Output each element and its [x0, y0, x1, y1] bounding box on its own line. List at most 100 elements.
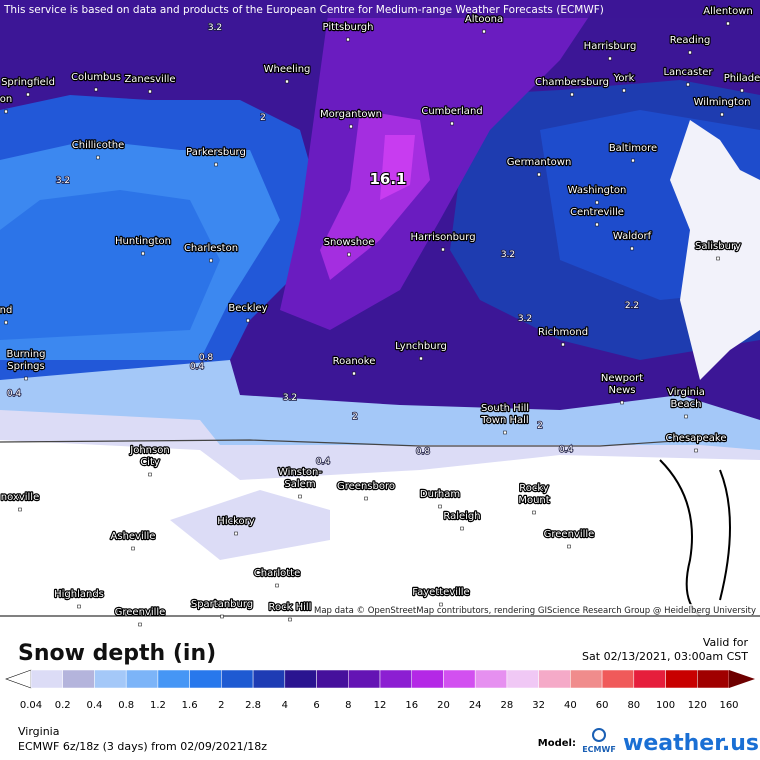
city-marker [275, 583, 279, 588]
city-label: noxville [1, 492, 39, 503]
city-marker [346, 37, 350, 42]
city-marker [4, 109, 8, 114]
city-marker [503, 430, 507, 435]
coastline [659, 459, 731, 617]
city-label: Allentown [703, 6, 752, 17]
city-marker [620, 400, 624, 405]
city-marker [298, 494, 302, 499]
run: ECMWF 6z/18z (3 days) from 02/09/2021/18… [18, 740, 267, 753]
legend-title: Snow depth (in) [18, 641, 216, 666]
city-label: Charleston [184, 243, 238, 254]
city-marker [686, 82, 690, 87]
color-box [538, 669, 571, 689]
color-box [379, 669, 412, 689]
contour-label: 3.2 [283, 393, 297, 403]
valid-time: Sat 02/13/2021, 03:00am CST [582, 650, 748, 663]
city-label: Chillicothe [72, 140, 124, 151]
city-marker [561, 342, 565, 347]
city-marker [285, 79, 289, 84]
city-label: Virginia [667, 387, 705, 398]
contour-label: 2 [260, 113, 266, 123]
city-label: Harrisonburg [410, 232, 475, 243]
map: This service is based on data and produc… [0, 0, 760, 617]
color-box [157, 669, 190, 689]
contour-label: 0.4 [190, 362, 205, 372]
city-label: Durham [420, 489, 460, 500]
city-marker [419, 356, 423, 361]
city-marker [347, 252, 351, 257]
city-label: Town Hall [480, 415, 528, 426]
city-label: Hickory [217, 516, 254, 527]
city-label: Pittsburgh [323, 22, 374, 33]
city-marker [234, 531, 238, 536]
legend-tick-label: 28 [501, 700, 514, 711]
city-marker [716, 256, 720, 261]
city-marker [94, 87, 98, 92]
city-label: Mount [518, 495, 549, 506]
legend-tick-label: 1.6 [182, 700, 198, 711]
city-marker [567, 544, 571, 549]
legend-tick-label: 0.4 [87, 700, 103, 711]
city-marker [148, 472, 152, 477]
contour-label: 3.2 [518, 314, 532, 324]
contour-label: 3.2 [56, 176, 70, 186]
attribution: Map data © OpenStreetMap contributors, r… [314, 606, 756, 616]
city-marker [726, 21, 730, 26]
city-label: News [608, 385, 635, 396]
city-label: Beckley [228, 303, 267, 314]
max-label: 16.1 [369, 170, 406, 188]
city-label: Harrisburg [584, 41, 637, 52]
contour-label: 0.8 [199, 353, 214, 363]
city-label: Altoona [465, 14, 503, 25]
city-marker [595, 222, 599, 227]
city-label: Spartanburg [191, 599, 253, 610]
city-marker [441, 247, 445, 252]
city-label: Raleigh [443, 511, 480, 522]
city-label: Richmond [538, 327, 588, 338]
city-label: Newport [601, 373, 643, 384]
region-blue-west2 [0, 190, 220, 340]
city-marker [595, 200, 599, 205]
city-label: Johnson [129, 445, 169, 456]
color-box [62, 669, 95, 689]
city-marker [740, 88, 744, 93]
city-marker [220, 614, 224, 619]
city-marker [439, 602, 443, 607]
color-box [474, 669, 508, 689]
city-marker [96, 155, 100, 160]
color-box [252, 669, 286, 689]
city-label: Roanoke [333, 356, 376, 367]
city-label: Zanesville [124, 74, 175, 85]
city-label: Lynchburg [395, 341, 447, 352]
legend-tick-label: 0.04 [20, 700, 42, 711]
contour-label: 2 [537, 421, 543, 431]
city-label: Chambersburg [535, 77, 609, 88]
city-marker [631, 158, 635, 163]
city-marker [532, 510, 536, 515]
color-box [94, 669, 127, 689]
city-label: Columbus [71, 72, 121, 83]
city-label: Philade [724, 73, 760, 84]
valid-label: Valid for [703, 636, 749, 649]
city-label: Morgantown [320, 109, 382, 120]
color-box [316, 669, 349, 689]
city-label: Cumberland [421, 106, 482, 117]
contour-label: 0.8 [416, 447, 431, 457]
model-label: Model: [538, 738, 576, 749]
legend-tick-label: 16 [405, 700, 418, 711]
city-marker [537, 172, 541, 177]
city-label: Springs [7, 361, 44, 372]
city-marker [684, 414, 688, 419]
city-marker [688, 50, 692, 55]
city-marker [720, 112, 724, 117]
city-label: Greenville [544, 529, 595, 540]
legend-tick-label: 80 [627, 700, 640, 711]
legend-tick-label: 60 [596, 700, 609, 711]
legend-tick-label: 24 [469, 700, 482, 711]
city-label: Winston- [278, 467, 322, 478]
city-marker [4, 320, 8, 325]
legend-tick-label: 120 [688, 700, 707, 711]
notice-bg [0, 0, 760, 18]
city-label: on [0, 94, 12, 105]
